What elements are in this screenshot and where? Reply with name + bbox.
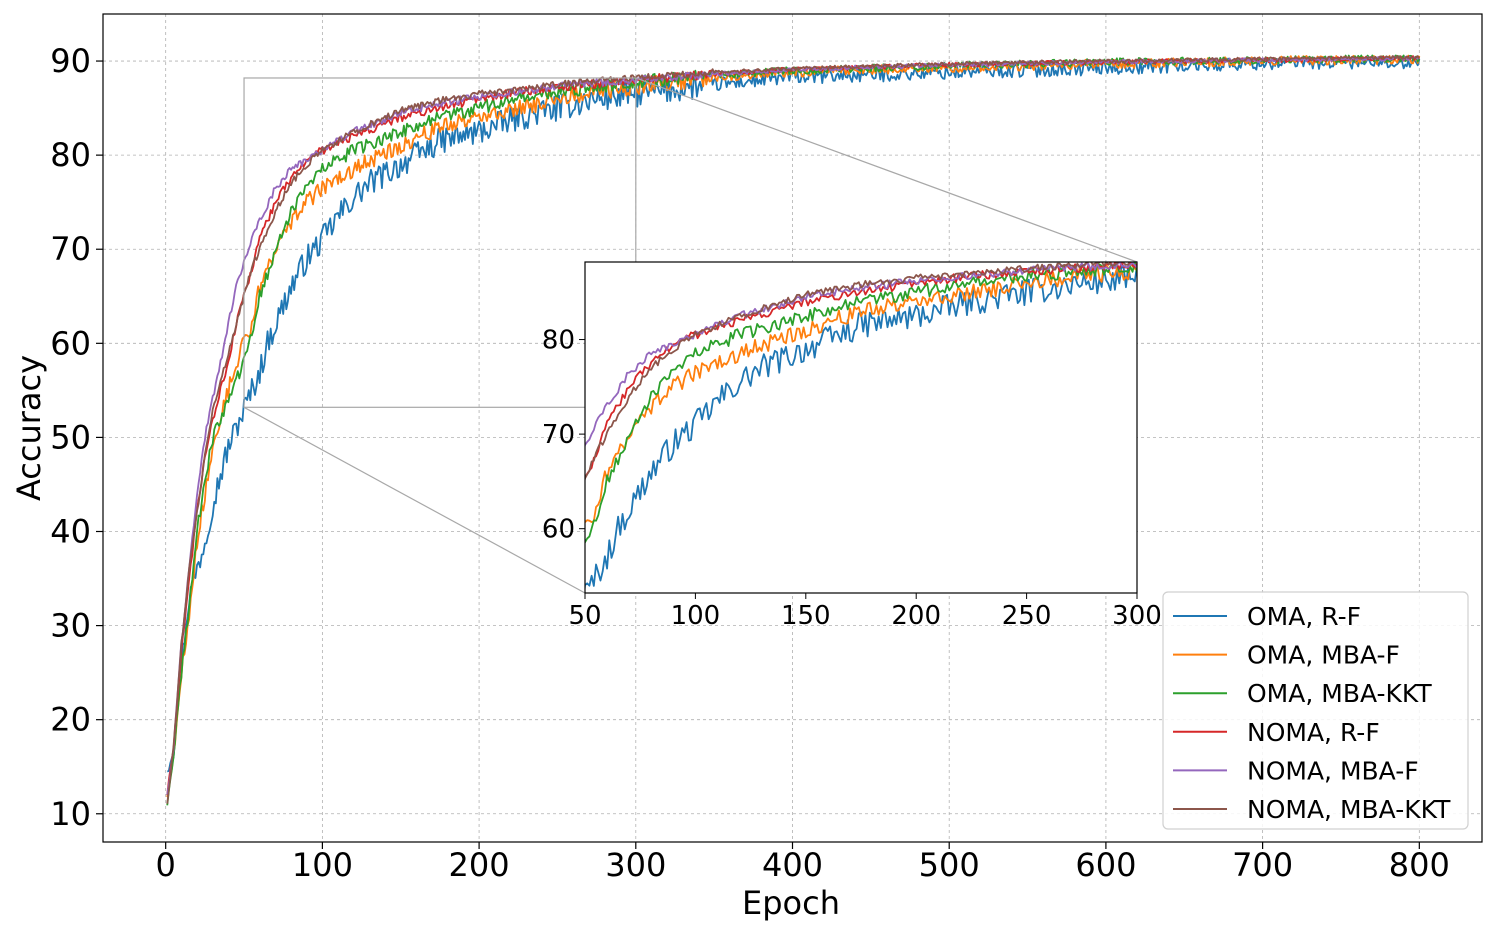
legend-box xyxy=(1162,591,1469,830)
x-tick-label: 0 xyxy=(156,846,176,884)
legend-label: OMA, MBA-F xyxy=(1247,641,1400,670)
inset-y-tick-label: 80 xyxy=(542,326,575,356)
inset-x-tick-label: 250 xyxy=(1002,601,1052,631)
legend: OMA, R-F OMA, MBA-F OMA, MBA-KKT NOMA, R-F N… xyxy=(1162,591,1469,830)
series-line xyxy=(166,55,1420,795)
x-tick-label: 200 xyxy=(449,846,510,884)
x-tick-label: 500 xyxy=(919,846,980,884)
inset-frame xyxy=(584,261,1138,594)
legend-label: NOMA, MBA-KKT xyxy=(1247,795,1451,824)
x-tick-label: 800 xyxy=(1389,846,1450,884)
y-tick-label: 30 xyxy=(50,607,91,645)
inset-x-tick-label: 150 xyxy=(781,601,831,631)
y-axis-label: Accuracy xyxy=(10,355,48,501)
inset-y-tick-label: 70 xyxy=(542,420,575,450)
series-line xyxy=(166,54,1421,804)
x-axis-label: Epoch xyxy=(742,884,840,922)
inset-zoom-plot: 50 100 150 200 250 300 60 70 80 xyxy=(542,261,1162,631)
y-tick-label: 40 xyxy=(50,513,91,551)
zoom-region-box xyxy=(243,77,637,408)
inset-x-tick-label: 200 xyxy=(891,601,941,631)
x-tick-label: 600 xyxy=(1075,846,1136,884)
zoom-connector xyxy=(635,77,1138,263)
y-tick-label: 20 xyxy=(50,701,91,739)
x-tick-label: 100 xyxy=(292,846,353,884)
legend-label: OMA, MBA-KKT xyxy=(1247,679,1432,708)
inset-series-line xyxy=(585,262,1137,483)
x-tick-label: 700 xyxy=(1232,846,1293,884)
inset-x-tick-label: 50 xyxy=(568,601,601,631)
y-tick-label: 60 xyxy=(50,324,91,362)
y-tick-label: 10 xyxy=(50,795,91,833)
main-gridlines xyxy=(103,14,1482,842)
y-tick-label: 80 xyxy=(50,136,91,174)
y-tick-label: 70 xyxy=(50,230,91,268)
inset-series-lines xyxy=(585,262,1137,593)
y-tick-label: 90 xyxy=(50,42,91,80)
x-tick-label: 400 xyxy=(762,846,823,884)
inset-x-tick-label: 100 xyxy=(671,601,721,631)
zoom-connector xyxy=(243,406,586,594)
legend-label: OMA, R-F xyxy=(1247,602,1361,631)
y-tick-label: 50 xyxy=(50,418,91,456)
inset-series-line xyxy=(585,264,1137,593)
main-series-lines xyxy=(166,54,1421,806)
inset-x-tick-label: 300 xyxy=(1112,601,1162,631)
main-axis-ticks: 0 100 200 300 400 500 600 700 800 10 20 30 40 50 60 70 8… xyxy=(50,42,1450,884)
inset-y-tick-label: 60 xyxy=(542,515,575,545)
legend-label: NOMA, R-F xyxy=(1247,718,1380,747)
x-tick-label: 300 xyxy=(605,846,666,884)
legend-label: NOMA, MBA-F xyxy=(1247,756,1419,785)
zoom-indicator xyxy=(243,77,1138,594)
